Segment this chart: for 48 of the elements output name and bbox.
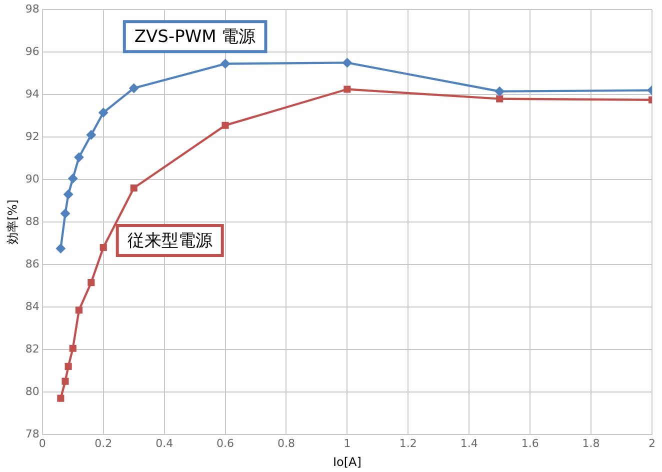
- series-label: 従来型電源: [127, 230, 212, 251]
- y-axis-title: 効率[%]: [5, 200, 20, 244]
- point: [74, 152, 84, 162]
- point: [60, 208, 70, 219]
- point: [57, 394, 64, 402]
- y-tick-label: 98: [25, 2, 40, 16]
- x-tick-label: 1.4: [460, 436, 478, 450]
- point: [100, 244, 107, 252]
- point: [222, 122, 229, 129]
- point: [344, 86, 351, 93]
- y-tick-label: 94: [25, 87, 40, 100]
- x-tick-label: 0.2: [94, 436, 112, 450]
- point: [98, 108, 108, 118]
- point: [128, 83, 139, 94]
- x-axis-title: Io[A]: [332, 454, 362, 469]
- x-tick-label: 2: [648, 436, 656, 450]
- y-tick-label: 80: [25, 384, 40, 398]
- point: [56, 244, 66, 254]
- y-tick-label: 84: [25, 300, 40, 313]
- point: [69, 344, 76, 352]
- y-tick-label: 78: [25, 427, 40, 440]
- point: [62, 378, 69, 385]
- y-tick-label: 86: [25, 257, 40, 270]
- x-tick-label: 1: [344, 436, 351, 450]
- x-tick-label: 0.6: [216, 436, 234, 450]
- x-tick-label: 1.6: [521, 436, 539, 450]
- x-tick-label: 0.8: [277, 436, 295, 450]
- y-tick-label: 82: [25, 342, 40, 356]
- x-tick-label: 1.2: [399, 436, 417, 450]
- x-tick-label: 0: [38, 436, 46, 450]
- point: [130, 184, 138, 192]
- series-label: ZVS-PWM 電源: [134, 27, 256, 48]
- point: [494, 86, 505, 96]
- y-tick-label: 88: [25, 214, 40, 228]
- y-tick-label: 92: [25, 130, 40, 143]
- point: [63, 189, 74, 200]
- point: [342, 58, 352, 68]
- point: [86, 130, 96, 140]
- x-tick-label: 1.8: [582, 436, 600, 450]
- point: [220, 58, 230, 69]
- point: [88, 279, 95, 286]
- point: [496, 95, 504, 102]
- x-tick-label: 0.4: [156, 436, 174, 450]
- point: [64, 362, 72, 370]
- point: [75, 306, 83, 314]
- y-tick-label: 96: [25, 44, 40, 58]
- y-tick-label: 90: [25, 172, 40, 186]
- point: [68, 173, 78, 184]
